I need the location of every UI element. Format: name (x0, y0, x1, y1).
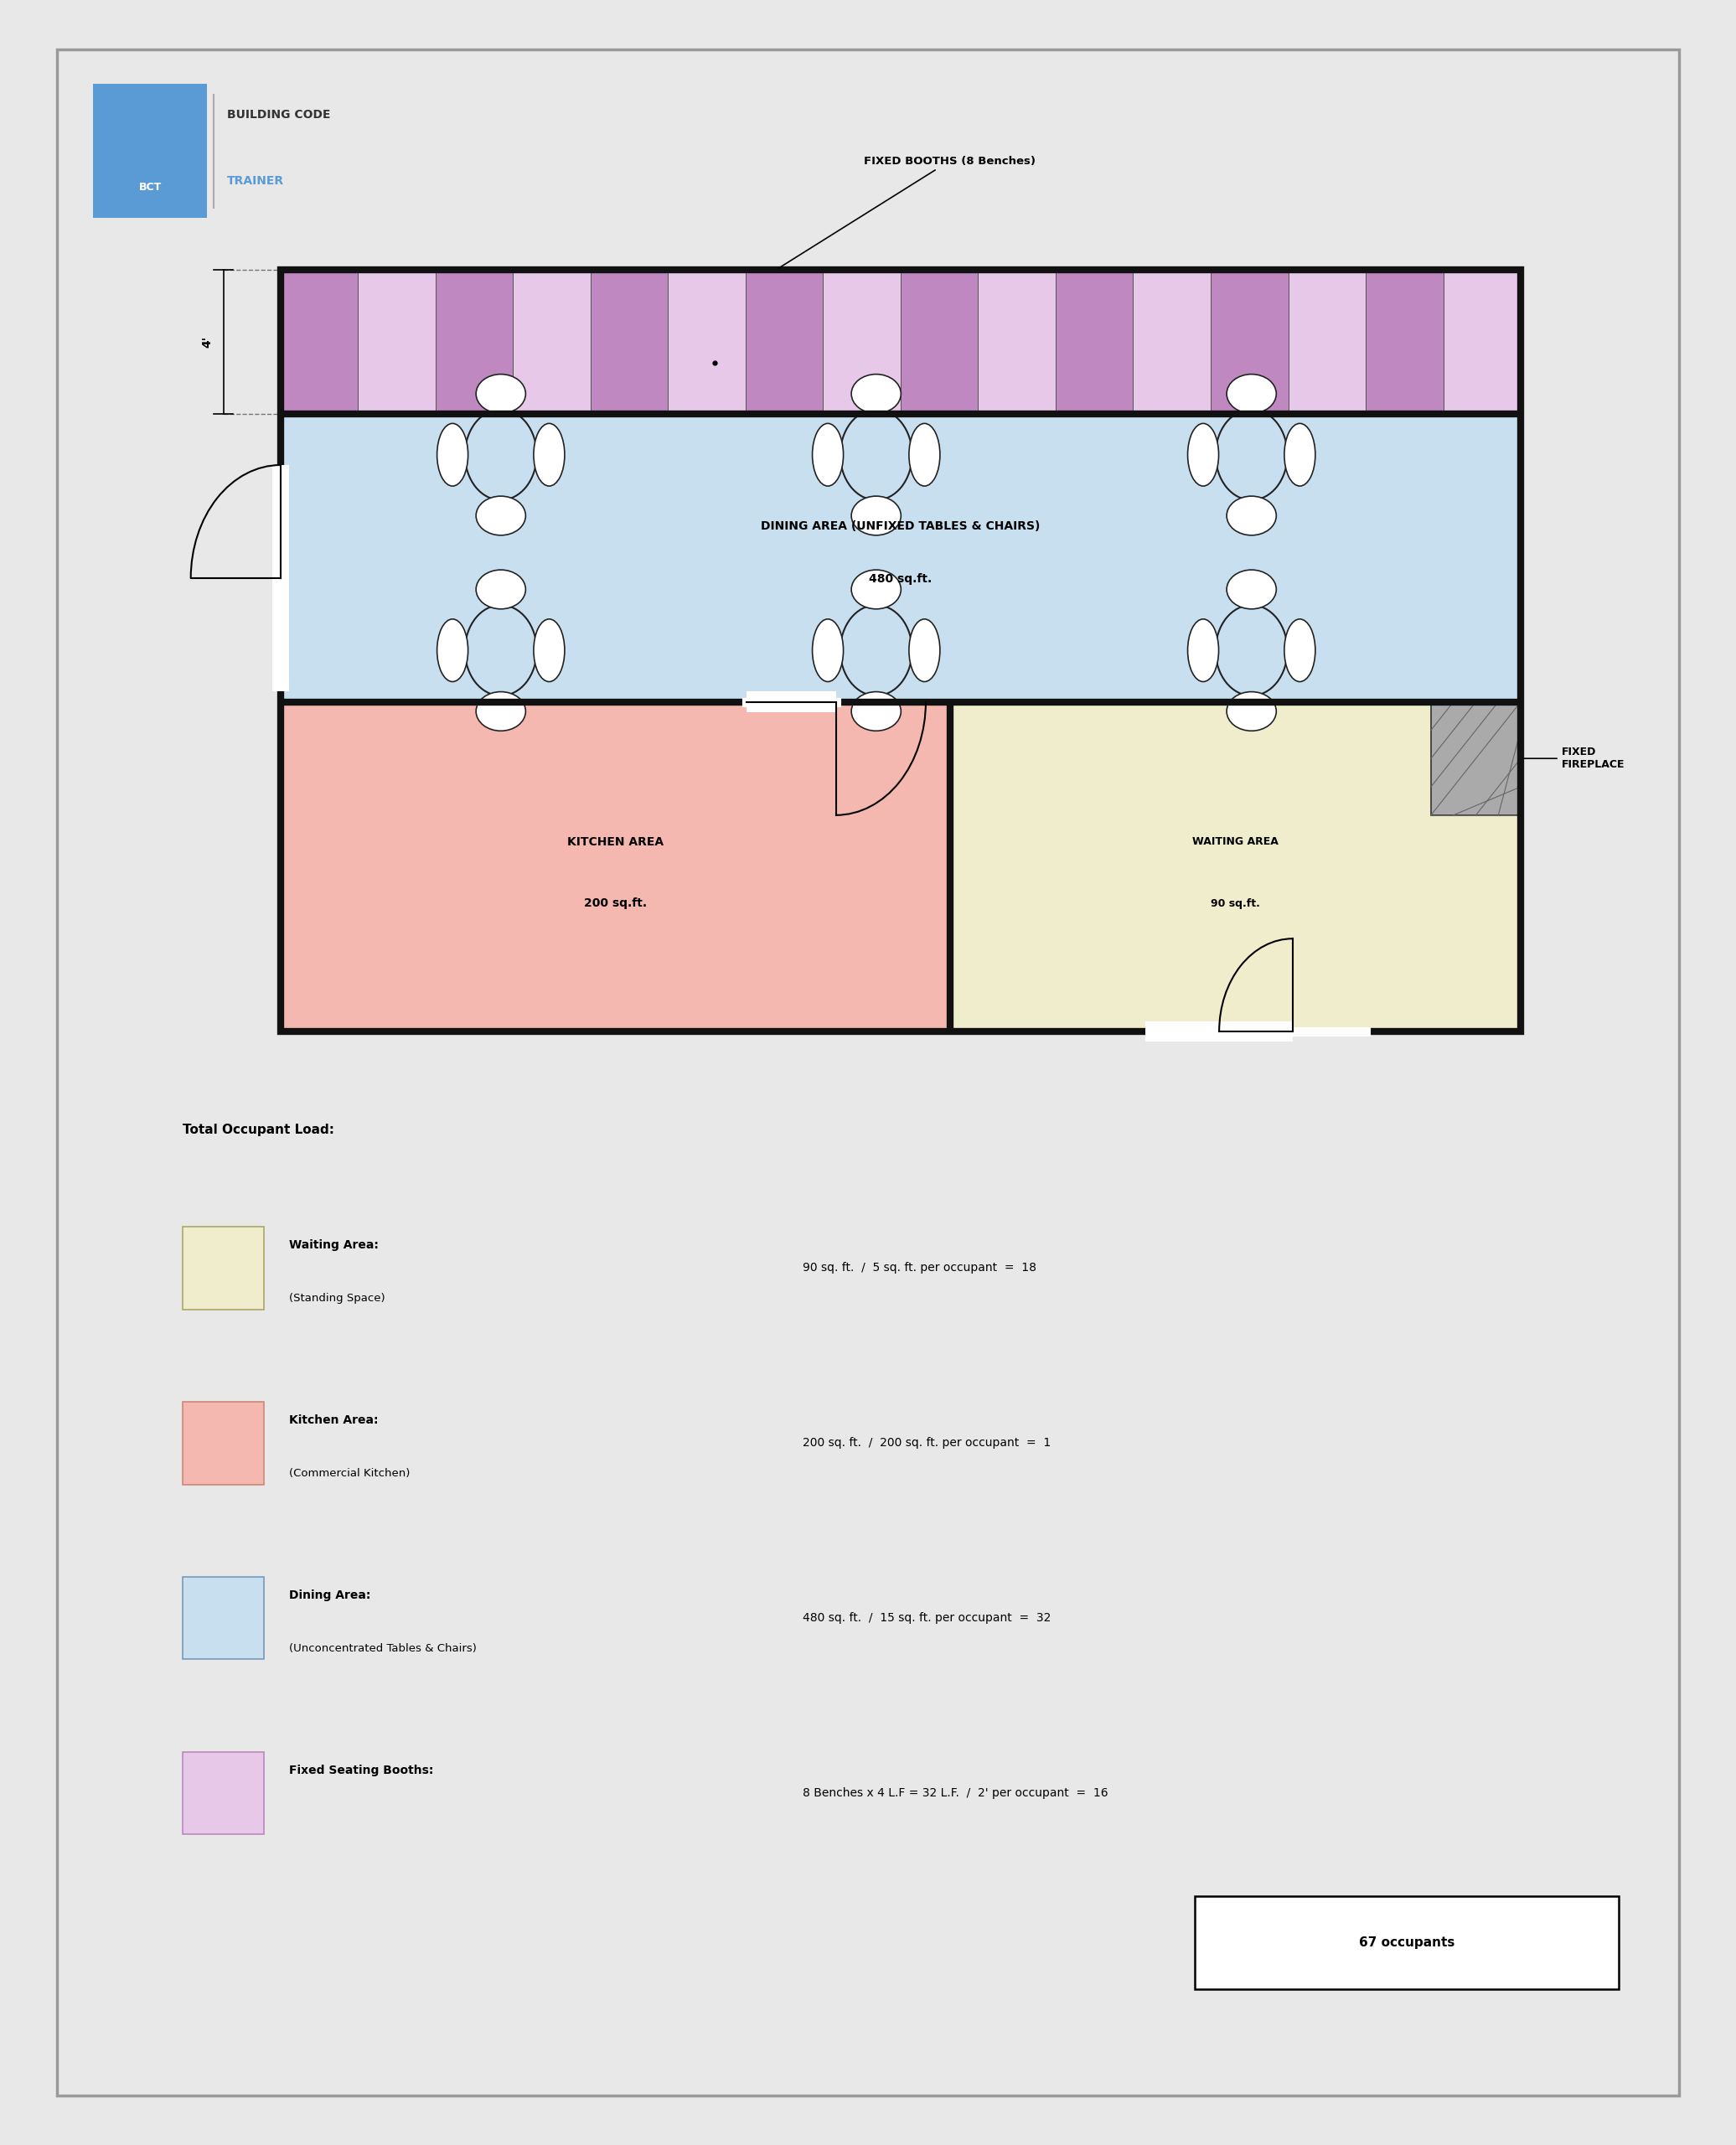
Ellipse shape (1187, 423, 1219, 487)
Bar (1134, 270, 1210, 414)
Ellipse shape (1227, 691, 1276, 731)
Ellipse shape (1227, 571, 1276, 609)
Ellipse shape (533, 620, 564, 682)
Text: (Unconcentrated Tables & Chairs): (Unconcentrated Tables & Chairs) (288, 1643, 476, 1654)
Bar (901, 270, 977, 414)
Text: 480 sq. ft.  /  15 sq. ft. per occupant  =  32: 480 sq. ft. / 15 sq. ft. per occupant = … (802, 1613, 1050, 1624)
Bar (281, 270, 358, 414)
Text: 480 sq.ft.: 480 sq.ft. (870, 573, 932, 586)
Bar (514, 270, 590, 414)
Bar (182, 1752, 264, 1834)
Bar (590, 270, 668, 414)
Bar (94, 84, 207, 219)
Bar (273, 465, 288, 691)
Bar (977, 270, 1055, 414)
Ellipse shape (910, 423, 939, 487)
Circle shape (465, 410, 536, 500)
Ellipse shape (812, 423, 844, 487)
Bar (182, 1403, 264, 1484)
Bar (182, 1577, 264, 1660)
Text: FIXED BOOTHS (8 Benches): FIXED BOOTHS (8 Benches) (778, 157, 1035, 268)
Ellipse shape (476, 571, 526, 609)
Text: KITCHEN AREA: KITCHEN AREA (568, 837, 663, 847)
Bar (281, 414, 1521, 701)
Ellipse shape (910, 620, 939, 682)
Circle shape (840, 410, 911, 500)
Ellipse shape (851, 373, 901, 414)
Bar (1430, 701, 1521, 815)
Bar (1055, 270, 1134, 414)
Text: (Commercial Kitchen): (Commercial Kitchen) (288, 1467, 410, 1478)
Bar (1210, 270, 1288, 414)
Ellipse shape (851, 691, 901, 731)
Bar (668, 270, 745, 414)
Ellipse shape (437, 620, 469, 682)
Circle shape (1215, 605, 1288, 695)
Bar (1146, 1021, 1293, 1042)
Bar (436, 270, 514, 414)
Text: Fixed Seating Booths:: Fixed Seating Booths: (288, 1765, 432, 1776)
Ellipse shape (851, 495, 901, 536)
Text: DINING AREA (UNFIXED TABLES & CHAIRS): DINING AREA (UNFIXED TABLES & CHAIRS) (760, 519, 1040, 532)
Ellipse shape (1187, 620, 1219, 682)
Text: WAITING AREA: WAITING AREA (1193, 837, 1279, 847)
Text: 8 Benches x 4 L.F = 32 L.F.  /  2' per occupant  =  16: 8 Benches x 4 L.F = 32 L.F. / 2' per occ… (802, 1787, 1108, 1800)
Ellipse shape (1227, 373, 1276, 414)
Circle shape (840, 605, 911, 695)
Bar (745, 270, 823, 414)
Text: BUILDING CODE: BUILDING CODE (227, 109, 330, 120)
Text: 200 sq. ft.  /  200 sq. ft. per occupant  =  1: 200 sq. ft. / 200 sq. ft. per occupant =… (802, 1437, 1050, 1450)
Text: 90 sq.ft.: 90 sq.ft. (1210, 899, 1260, 909)
Bar (746, 691, 837, 712)
Bar (281, 270, 1521, 1032)
Ellipse shape (437, 423, 469, 487)
Bar (281, 701, 950, 1032)
Text: 90 sq. ft.  /  5 sq. ft. per occupant  =  18: 90 sq. ft. / 5 sq. ft. per occupant = 18 (802, 1261, 1036, 1274)
Circle shape (1215, 410, 1288, 500)
Bar (950, 701, 1521, 1032)
Text: FIXED
FIREPLACE: FIXED FIREPLACE (1522, 746, 1625, 770)
Bar (1443, 270, 1521, 414)
Ellipse shape (476, 691, 526, 731)
Ellipse shape (533, 423, 564, 487)
Text: 67 occupants: 67 occupants (1359, 1937, 1455, 1950)
Text: Total Occupant Load:: Total Occupant Load: (182, 1124, 335, 1137)
Text: (Standing Space): (Standing Space) (288, 1293, 385, 1304)
Ellipse shape (851, 571, 901, 609)
Bar (1288, 270, 1366, 414)
Text: 200 sq.ft.: 200 sq.ft. (583, 899, 648, 909)
Text: TRAINER: TRAINER (227, 176, 283, 187)
Text: Kitchen Area:: Kitchen Area: (288, 1414, 378, 1426)
Text: BCT: BCT (139, 182, 161, 193)
Circle shape (465, 605, 536, 695)
Ellipse shape (812, 620, 844, 682)
Text: Waiting Area:: Waiting Area: (288, 1240, 378, 1251)
Bar (1366, 270, 1443, 414)
Bar (358, 270, 436, 414)
Text: 4': 4' (201, 335, 214, 347)
Bar (1194, 1896, 1618, 1988)
Ellipse shape (1285, 423, 1316, 487)
Ellipse shape (1285, 620, 1316, 682)
Ellipse shape (476, 373, 526, 414)
Ellipse shape (476, 495, 526, 536)
Ellipse shape (1227, 495, 1276, 536)
Text: Dining Area:: Dining Area: (288, 1589, 370, 1600)
Bar (281, 270, 1521, 414)
Bar (182, 1227, 264, 1308)
Bar (823, 270, 901, 414)
